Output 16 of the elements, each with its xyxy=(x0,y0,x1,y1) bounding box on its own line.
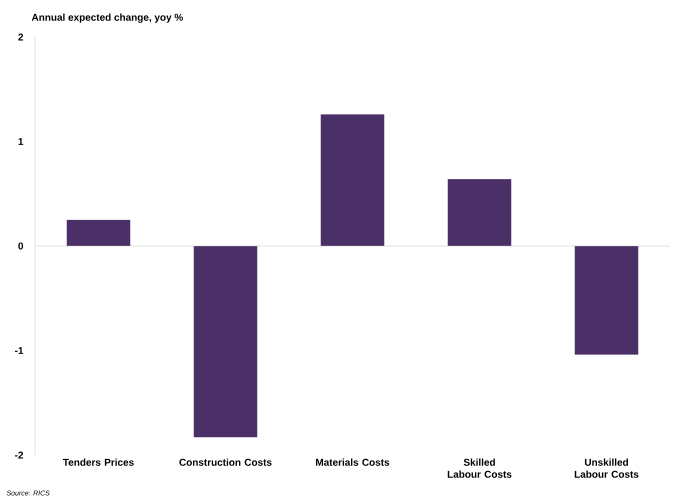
y-tick-label: 1 xyxy=(18,138,24,145)
y-tick-label: -1 xyxy=(15,347,24,354)
y-tick-label: -2 xyxy=(15,452,24,458)
x-tick-label: Materials Costs xyxy=(316,458,390,466)
bar xyxy=(320,114,384,246)
y-axis-title: Annual expected change, yoy % xyxy=(32,14,183,23)
x-tick-label: Skilled Labour Costs xyxy=(448,458,512,478)
x-tick-label: Construction Costs xyxy=(179,458,272,466)
bar xyxy=(66,220,130,246)
x-tick-label: Unskilled Labour Costs xyxy=(574,458,638,478)
y-tick-label: 0 xyxy=(18,242,24,250)
bar xyxy=(448,179,512,246)
bar xyxy=(574,246,638,355)
x-tick-label: Tenders Prices xyxy=(62,458,134,466)
bar xyxy=(194,246,258,438)
y-tick-label: 2 xyxy=(18,34,24,40)
